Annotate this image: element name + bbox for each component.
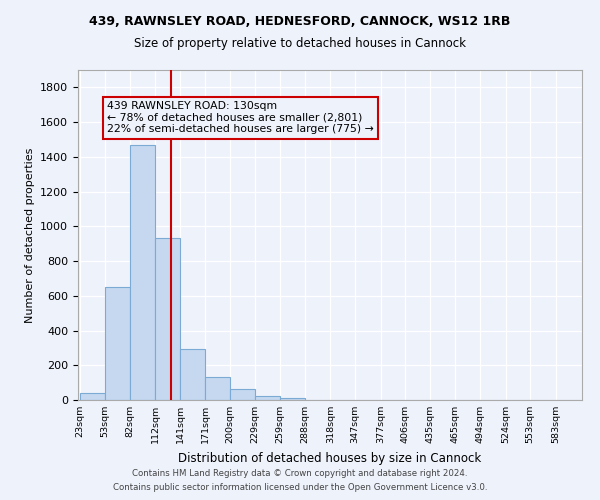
Text: Contains HM Land Registry data © Crown copyright and database right 2024.: Contains HM Land Registry data © Crown c… [132, 468, 468, 477]
Bar [105, 287, 130, 400]
Text: Size of property relative to detached houses in Cannock: Size of property relative to detached ho… [134, 38, 466, 51]
Bar [280, 398, 305, 400]
Bar [155, 238, 180, 400]
Bar [80, 393, 105, 400]
Bar [255, 396, 280, 400]
Text: 439 RAWNSLEY ROAD: 130sqm
← 78% of detached houses are smaller (2,801)
22% of se: 439 RAWNSLEY ROAD: 130sqm ← 78% of detac… [107, 102, 374, 134]
X-axis label: Distribution of detached houses by size in Cannock: Distribution of detached houses by size … [178, 452, 482, 464]
Y-axis label: Number of detached properties: Number of detached properties [25, 148, 35, 322]
Bar [130, 144, 155, 400]
Bar [180, 349, 205, 400]
Bar [205, 378, 230, 400]
Bar [230, 388, 255, 400]
Text: 439, RAWNSLEY ROAD, HEDNESFORD, CANNOCK, WS12 1RB: 439, RAWNSLEY ROAD, HEDNESFORD, CANNOCK,… [89, 15, 511, 28]
Text: Contains public sector information licensed under the Open Government Licence v3: Contains public sector information licen… [113, 484, 487, 492]
